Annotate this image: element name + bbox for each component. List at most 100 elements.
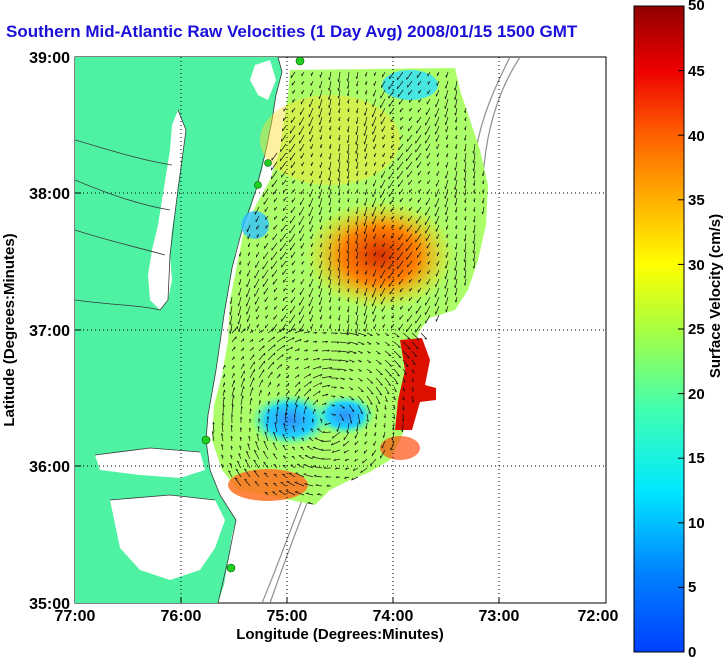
velocity-arrow-head [454,146,457,149]
velocity-arrow [338,152,341,162]
velocity-arrow [464,233,467,242]
velocity-arrow [425,233,431,242]
velocity-arrow-head [292,436,295,439]
velocity-arrow-head [365,82,367,85]
velocity-arrow [455,152,458,160]
velocity-arrow [338,269,341,279]
velocity-arrow-head [386,392,390,395]
velocity-arrow-head [463,268,466,271]
velocity-arrow [228,470,233,478]
velocity-arrow [372,206,377,217]
velocity-arrow [454,170,458,181]
velocity-arrow [402,359,409,367]
velocity-arrow [388,89,395,99]
velocity-arrow [348,395,355,401]
velocity-arrow-head [337,185,340,189]
velocity-arrow [408,179,413,186]
velocity-arrow [291,107,296,113]
velocity-arrow-head [343,450,346,454]
velocity-arrow [381,251,386,258]
velocity-arrow-head [318,196,320,199]
velocity-arrow [380,287,386,297]
velocity-arrow-head [277,406,280,410]
velocity-arrow [347,251,350,262]
velocity-arrow-head [346,250,349,254]
velocity-arrow [294,404,298,415]
velocity-arrow [271,242,278,251]
velocity-arrow [408,269,413,275]
velocity-arrow-head [243,386,245,389]
velocity-arrow-head [273,464,277,466]
velocity-arrow [416,242,422,251]
velocity-arrow [455,161,458,171]
velocity-arrow [279,152,287,162]
velocity-arrow [372,296,377,307]
velocity-arrow [338,89,341,99]
velocity-arrow-head [263,450,266,453]
velocity-arrow [276,336,286,343]
velocity-arrow [249,346,254,352]
velocity-arrow-head [336,429,338,432]
velocity-arrow [364,296,368,307]
velocity-arrow-head [248,435,251,439]
velocity-arrow [272,278,278,285]
velocity-arrow [339,377,345,380]
velocity-arrow [425,296,431,306]
velocity-arrow [372,197,377,208]
velocity-arrow [296,463,305,469]
velocity-arrow [267,409,269,415]
velocity-arrow [391,323,395,329]
velocity-arrow [393,386,397,393]
velocity-arrow [425,314,431,324]
velocity-arrow-head [398,356,402,358]
velocity-arrow-head [282,433,285,436]
velocity-arrow [373,224,377,232]
velocity-arrow [384,359,393,367]
velocity-arrow-head [318,276,320,279]
velocity-arrow [343,431,350,440]
velocity-arrow-head [212,421,215,425]
velocity-arrow-head [377,402,381,405]
velocity-arrow [329,206,332,213]
velocity-arrow-head [337,79,339,82]
velocity-arrow-head [306,340,309,343]
velocity-arrow [247,314,251,322]
velocity-arrow [304,483,314,487]
velocity-arrow [258,337,264,343]
velocity-arrow-head [364,246,366,249]
velocity-arrow-head [306,357,309,361]
velocity-arrow [415,134,422,144]
velocity-arrow [337,422,341,432]
velocity-arrow-head [463,238,466,242]
velocity-arrow-head [257,426,260,429]
velocity-arrow-head [239,436,243,440]
velocity-arrow-head [445,227,448,230]
velocity-arrow-head [299,338,302,342]
velocity-arrow-head [309,373,312,377]
velocity-arrow [331,449,341,453]
velocity-arrow [406,224,413,232]
velocity-arrow-head [355,83,358,87]
velocity-arrow-head [344,476,347,479]
colorbar-tick-label: 20 [688,386,705,403]
velocity-arrow [319,179,323,189]
velocity-arrow-head [239,262,241,265]
velocity-arrow [298,125,305,135]
velocity-arrow [406,314,413,322]
velocity-arrow [267,344,276,352]
velocity-arrow [364,224,368,235]
velocity-arrow-head [355,249,357,252]
velocity-arrow [375,350,381,355]
velocity-arrow [382,242,386,248]
velocity-arrow-head [244,328,246,332]
velocity-arrow-head [364,282,366,285]
velocity-arrow [355,134,359,145]
velocity-arrow [328,278,332,288]
velocity-arrow [455,143,458,149]
velocity-arrow-head [329,316,331,320]
velocity-arrow-head [283,344,286,348]
velocity-arrow [312,357,320,361]
velocity-arrow [273,287,278,293]
velocity-arrow [283,188,287,193]
velocity-arrow [247,233,251,240]
